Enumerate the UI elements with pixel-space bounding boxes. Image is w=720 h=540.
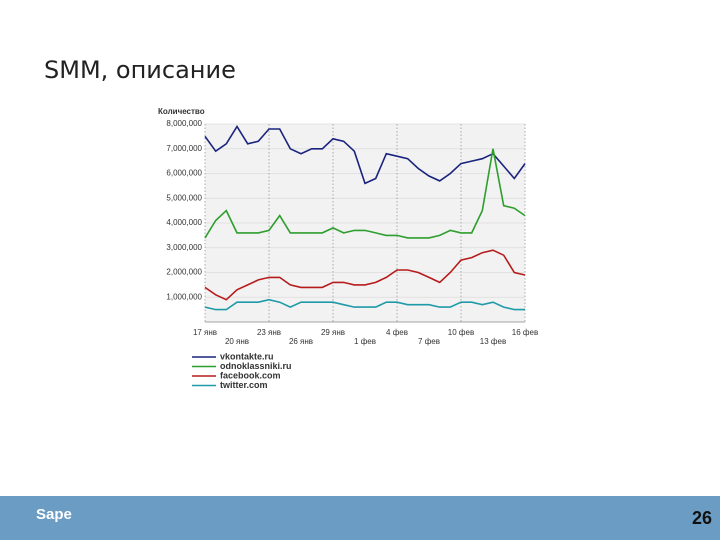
x-tick-label: 29 янв (321, 328, 345, 337)
series-line (204, 249, 526, 301)
legend-label: facebook.com (220, 370, 281, 380)
y-tick-label: 8,000,000 (166, 119, 202, 128)
y-tick-label: 1,000,000 (166, 292, 202, 301)
x-tick-label: 10 фев (448, 328, 474, 337)
x-tick-label: 16 фев (512, 328, 538, 337)
series-line (204, 298, 525, 311)
page-number: 26 (691, 508, 712, 528)
x-tick-label: 7 фев (418, 337, 440, 346)
x-tick-label: 20 янв (225, 337, 249, 346)
footer: Sape 26 (0, 496, 720, 540)
y-tick-label: 5,000,000 (166, 193, 202, 202)
y-tick-label: 3,000,000 (166, 243, 202, 252)
x-tick-label: 17 янв (193, 328, 217, 337)
y-tick-label: 2,000,000 (166, 268, 202, 277)
x-tick-label: 23 янв (257, 328, 281, 337)
series-line (204, 124, 526, 185)
y-tick-label: 7,000,000 (166, 144, 202, 153)
x-tick-label: 1 фев (354, 337, 376, 346)
x-tick-label: 26 янв (289, 337, 313, 346)
y-tick-label: 6,000,000 (166, 169, 202, 178)
legend-label: odnoklassniki.ru (220, 361, 292, 371)
logo: Sape (36, 506, 72, 523)
series-line (204, 148, 526, 239)
chart: Количество 1,000,000 2,000,000 3,000,000 4,… (158, 107, 538, 390)
x-tick-label: 4 фев (386, 328, 408, 337)
y-tick-label: 4,000,000 (166, 218, 202, 227)
y-axis-title: Количество (158, 107, 205, 116)
legend-label: twitter.com (220, 380, 268, 390)
legend-label: vkontakte.ru (220, 351, 274, 361)
slide-title: SMM, описание (44, 56, 236, 84)
x-tick-label: 13 фев (480, 337, 506, 346)
